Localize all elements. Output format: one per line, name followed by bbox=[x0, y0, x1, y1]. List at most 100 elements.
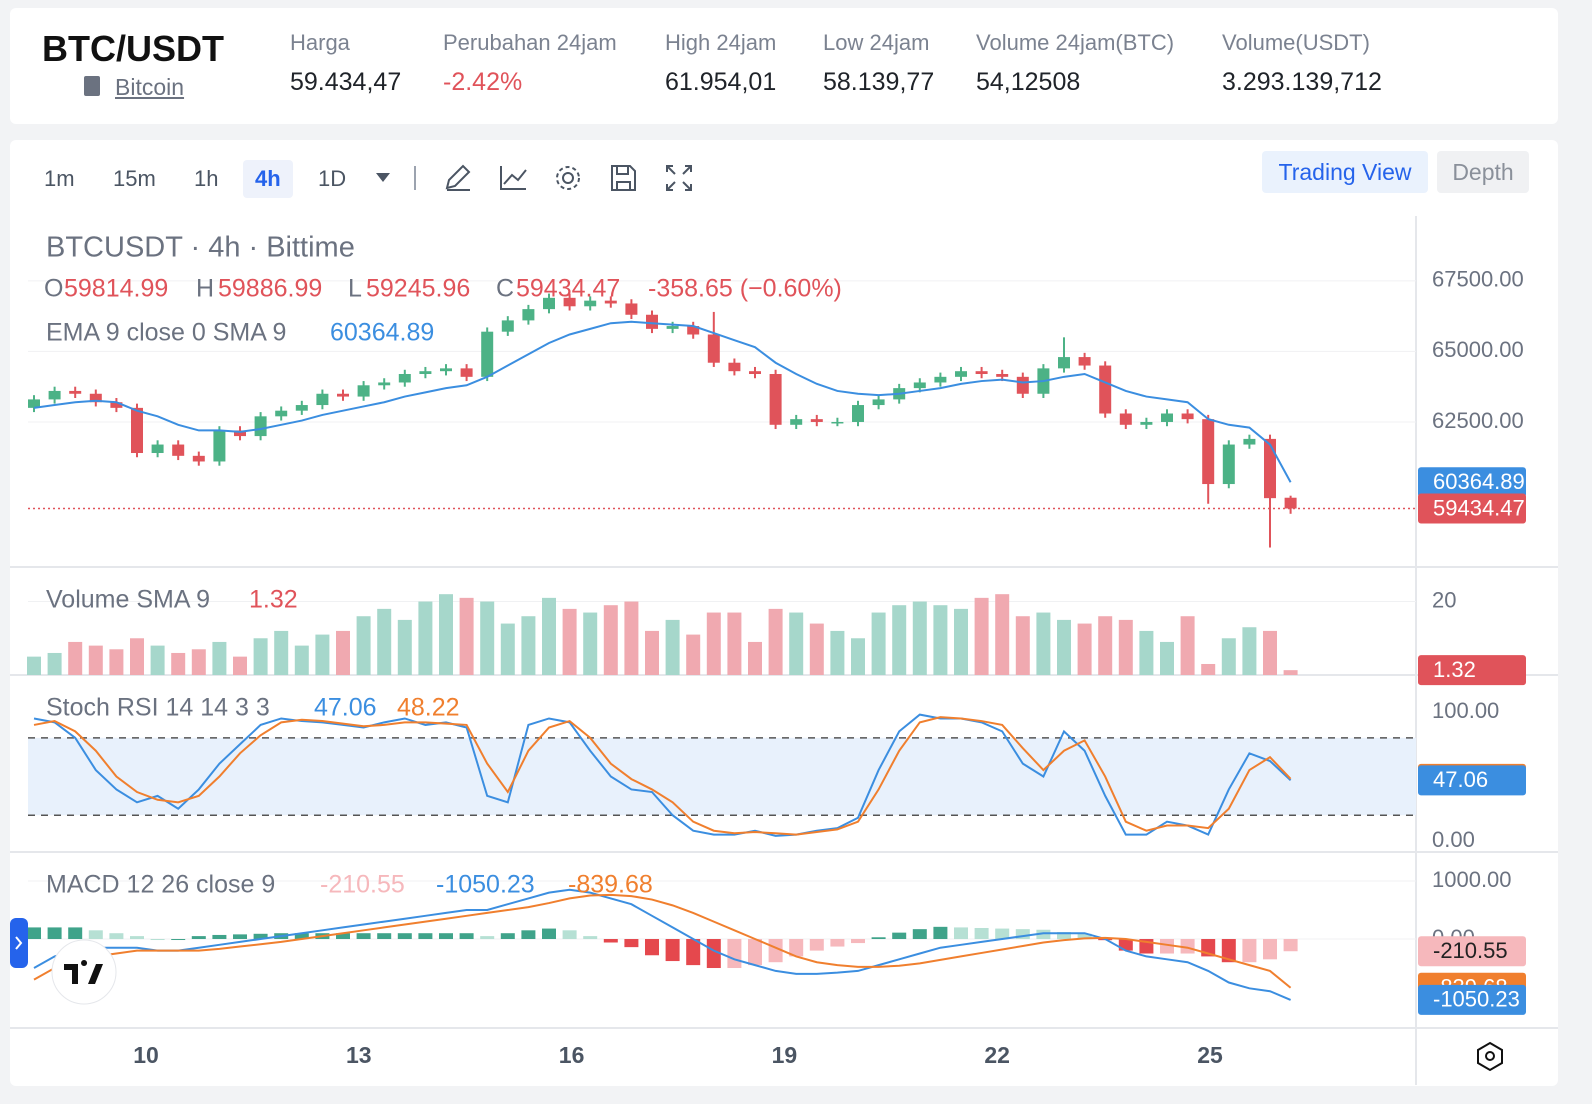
histogram-bar bbox=[768, 939, 783, 963]
volume-bar bbox=[480, 601, 495, 675]
histogram-bar bbox=[377, 933, 392, 940]
candle-body bbox=[934, 376, 947, 383]
volume-bar bbox=[1160, 641, 1174, 675]
draw-icon[interactable] bbox=[445, 164, 471, 191]
candle-body bbox=[1161, 413, 1173, 422]
legend-text: L bbox=[348, 275, 362, 303]
legend-text: BTCUSDT · 4h · Bittime bbox=[46, 232, 355, 264]
legend-text: -1050.23 bbox=[436, 871, 535, 899]
candle-body bbox=[996, 374, 1009, 377]
stat-label: Volume(USDT) bbox=[1222, 30, 1370, 55]
histogram-bar bbox=[583, 936, 598, 940]
histogram-bar bbox=[892, 932, 907, 940]
histogram-bar bbox=[521, 930, 536, 940]
candle-body bbox=[913, 382, 926, 389]
candle-body bbox=[852, 405, 864, 422]
candle-body bbox=[584, 300, 597, 307]
side-tab-arrow bbox=[15, 936, 23, 950]
histogram-bar bbox=[1242, 939, 1257, 963]
x-tick-label: 10 bbox=[133, 1042, 159, 1068]
histogram-bar bbox=[459, 933, 474, 940]
histogram-bar bbox=[789, 939, 804, 957]
volume-bar bbox=[459, 597, 474, 675]
legend-text: Volume SMA 9 bbox=[46, 586, 210, 614]
interval-button[interactable]: 1m bbox=[44, 166, 75, 191]
candle-body bbox=[440, 368, 452, 372]
interval-button[interactable]: 1D bbox=[318, 166, 347, 191]
price-badge bbox=[1418, 765, 1526, 796]
volume-bar bbox=[397, 619, 412, 675]
stat-value: 59.434,47 bbox=[290, 68, 402, 96]
volume-bar bbox=[1118, 619, 1133, 675]
volume-bar bbox=[171, 652, 186, 675]
histogram-bar bbox=[171, 939, 186, 941]
histogram-bar bbox=[809, 939, 824, 951]
indicator-icon[interactable] bbox=[500, 166, 527, 190]
tv-logo[interactable] bbox=[51, 939, 117, 1005]
histogram-bar bbox=[397, 933, 412, 940]
legend-text: 59434.47 bbox=[516, 275, 620, 303]
volume-bar bbox=[109, 649, 124, 675]
indicator-line bbox=[33, 716, 1292, 836]
volume-bar bbox=[1057, 619, 1071, 675]
candle-body bbox=[275, 410, 288, 417]
volume-bar bbox=[665, 619, 680, 675]
x-tick-label: 16 bbox=[559, 1042, 585, 1068]
settings-icon[interactable] bbox=[562, 172, 574, 184]
stat-label: Perubahan 24jam bbox=[443, 30, 617, 55]
candle-body bbox=[790, 419, 803, 425]
volume-bar bbox=[912, 601, 927, 675]
volume-bar bbox=[809, 623, 824, 675]
volume-bar bbox=[1098, 616, 1113, 675]
volume-bar bbox=[645, 630, 659, 675]
settings-hex[interactable] bbox=[1477, 1041, 1503, 1072]
legend-text: -839.68 bbox=[568, 871, 653, 899]
interval-button[interactable]: 4h bbox=[243, 160, 293, 198]
pair: BTC/USDT bbox=[42, 28, 224, 69]
legend-text: C bbox=[496, 275, 514, 303]
volume-bar bbox=[47, 652, 62, 675]
volume-bar bbox=[212, 641, 227, 675]
ticker-card: BTC/USDT Bitcoin Harga 59.434,47 Perubahan… bbox=[10, 8, 1558, 124]
candle-body bbox=[151, 444, 164, 454]
candle-body bbox=[522, 309, 535, 321]
interval-button[interactable]: 15m bbox=[113, 166, 156, 191]
histogram-bar bbox=[933, 926, 948, 940]
fullscreen-icon[interactable] bbox=[666, 165, 692, 191]
price-badge bbox=[1418, 984, 1526, 1015]
legend-text: 59886.99 bbox=[218, 275, 322, 303]
stat-label: Harga bbox=[290, 30, 350, 55]
volume-bar bbox=[892, 605, 907, 675]
volume-bar bbox=[706, 612, 721, 675]
volume-bar bbox=[253, 638, 268, 675]
histogram-bar bbox=[27, 927, 41, 940]
volume-bar bbox=[624, 601, 639, 675]
interval-button[interactable]: 1h bbox=[194, 166, 219, 191]
y-tick-label: 65000.00 bbox=[1432, 337, 1524, 362]
histogram-bar bbox=[727, 939, 742, 969]
caret[interactable] bbox=[376, 173, 390, 182]
candle-body bbox=[501, 320, 514, 332]
price-badge bbox=[1418, 493, 1526, 524]
legend-text: 59814.99 bbox=[64, 275, 168, 303]
view-button[interactable]: Depth bbox=[1437, 151, 1529, 193]
volume-bar bbox=[789, 612, 804, 675]
histogram-bar bbox=[995, 928, 1010, 940]
volume-bar bbox=[1036, 612, 1051, 675]
candle-body bbox=[769, 374, 782, 425]
histogram-bar bbox=[356, 933, 371, 940]
legend-text: 1.32 bbox=[249, 586, 298, 614]
histogram-bar bbox=[336, 933, 350, 940]
histogram-bar bbox=[1118, 939, 1133, 951]
candle-body bbox=[955, 371, 967, 377]
histogram-bar bbox=[1180, 939, 1195, 954]
volume-bar bbox=[336, 630, 350, 675]
histogram-bar bbox=[68, 927, 83, 940]
side-tab[interactable] bbox=[10, 918, 28, 968]
view-button[interactable]: Trading View bbox=[1262, 151, 1428, 193]
asset-link[interactable]: Bitcoin bbox=[115, 74, 185, 100]
save-icon[interactable] bbox=[611, 165, 636, 191]
volume-bar bbox=[315, 634, 330, 675]
stat-value: 54,12508 bbox=[976, 68, 1081, 96]
volume-bar bbox=[727, 612, 742, 675]
